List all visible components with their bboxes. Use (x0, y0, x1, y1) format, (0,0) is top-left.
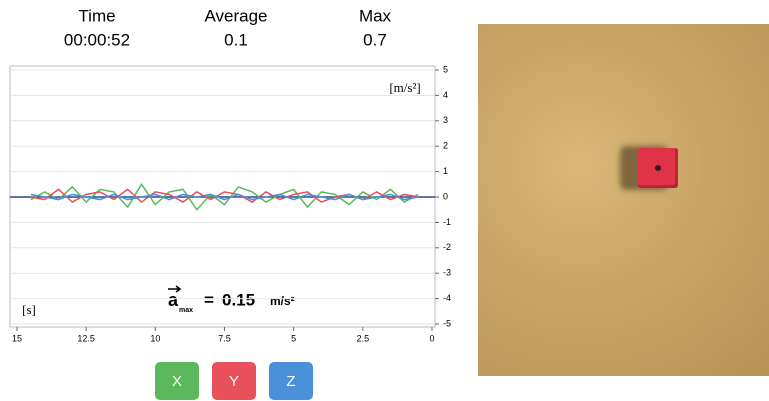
annotation-subscript: max (179, 307, 193, 314)
hole (655, 165, 661, 171)
stat-value: 00:00:52 (64, 30, 130, 49)
y-tick-label: -3 (443, 268, 451, 278)
y-tick-label: 0 (443, 191, 448, 201)
app-screen: {"stats": [ {"label": "Time", "value": "… (0, 0, 769, 401)
photo (478, 24, 769, 376)
x-tick-label: 5 (291, 333, 296, 343)
x-tick-label: 2.5 (357, 333, 370, 343)
axis-toggle[interactable]: Z (269, 362, 313, 400)
y-tick-label: -2 (443, 242, 451, 252)
x-tick-label: 7.5 (218, 333, 231, 343)
y-tick-label: 1 (443, 166, 448, 176)
axis-toggle[interactable]: Y (212, 362, 256, 400)
stat-value: 0.1 (224, 30, 248, 49)
y-tick-label: -4 (443, 293, 451, 303)
stat-label: Average (204, 6, 267, 25)
stat-value: 0.7 (363, 30, 387, 49)
annotation: a max = 0.15 m/s² (168, 286, 295, 314)
y-tick-label: 4 (443, 90, 448, 100)
annotation-symbol: a (168, 290, 179, 310)
x-unit: [s] (22, 302, 36, 317)
x-tick-label: 12.5 (77, 333, 95, 343)
y-tick-label: 5 (443, 64, 448, 74)
chart: Time 00:00:52 Average 0.1 Max 0.7 [m/s²]… (0, 0, 470, 360)
annotation-equals: = (204, 290, 214, 309)
annotation-unit: m/s² (270, 294, 295, 308)
x-tick-label: 0 (429, 333, 434, 343)
annotation-value: 0.15 (222, 290, 255, 309)
x-tick-label: 10 (150, 333, 160, 343)
y-tick-label: 3 (443, 115, 448, 125)
axis-toggle[interactable]: X (155, 362, 199, 400)
y-tick-label: 2 (443, 141, 448, 151)
stat-label: Time (78, 6, 115, 25)
y-tick-label: -5 (443, 318, 451, 328)
stat-label: Max (359, 6, 392, 25)
x-tick-label: 15 (12, 333, 22, 343)
y-tick-label: -1 (443, 217, 451, 227)
y-unit: [m/s²] (389, 80, 420, 95)
